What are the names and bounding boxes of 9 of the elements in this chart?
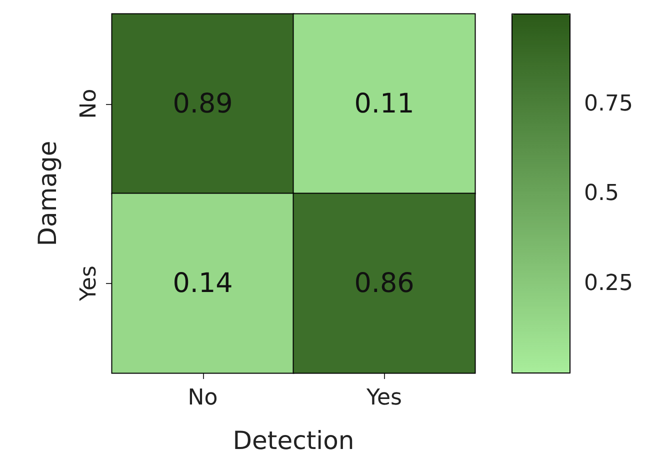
- data-label: 0.89: [172, 88, 233, 120]
- color-bar-label: 0.75: [584, 91, 633, 116]
- data-label: 0.11: [354, 88, 414, 120]
- data-label: 0.86: [354, 268, 414, 299]
- data-label: 0.14: [172, 268, 233, 299]
- x-axis-title: Detection: [232, 426, 354, 455]
- color-bar-label: 0.25: [584, 270, 633, 296]
- color-bar-label: 0.5: [584, 181, 619, 206]
- y-axis-title: Damage: [33, 140, 62, 246]
